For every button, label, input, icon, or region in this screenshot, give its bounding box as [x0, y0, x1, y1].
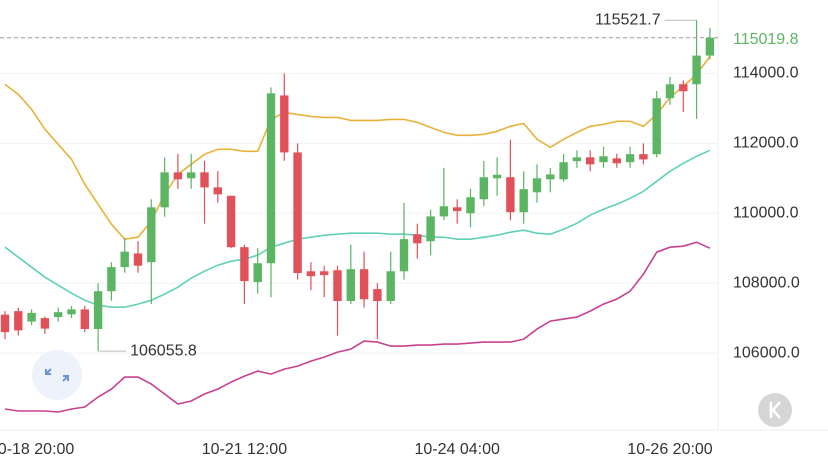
candle-body [399, 239, 409, 272]
candle-body [692, 55, 701, 85]
candle-body [27, 312, 36, 322]
candle-body [426, 216, 435, 242]
candle-body [107, 267, 116, 292]
candle-body [240, 247, 249, 282]
y-tick-label: 112000.0 [733, 135, 799, 152]
candle-body [612, 158, 621, 164]
candle-body [120, 251, 129, 268]
candle-body [479, 177, 488, 200]
candle-body [133, 253, 143, 266]
candle-body [532, 178, 542, 193]
x-tick-label: 10-21 12:00 [202, 441, 288, 458]
candle-body [187, 172, 196, 179]
candle-body [280, 95, 289, 153]
indicator-line [4, 149, 711, 308]
candle-body [386, 271, 395, 301]
candle-body [572, 157, 582, 162]
candle-body [40, 318, 50, 329]
candle-body [147, 207, 156, 263]
candle-body [253, 263, 262, 283]
y-tick-label: 106000.0 [733, 344, 800, 361]
y-tick-label: 114000.0 [733, 65, 799, 82]
candle-body [599, 156, 608, 163]
candle-body [546, 174, 555, 180]
candle-body [359, 269, 369, 300]
candle-body [586, 157, 595, 165]
candle-body [0, 314, 10, 333]
collapse-button[interactable] [758, 393, 792, 427]
candle-body [519, 189, 528, 213]
candle-body [439, 206, 449, 217]
candle-body [173, 172, 183, 180]
candle-body [346, 269, 355, 301]
candle-body [93, 291, 103, 329]
x-tick-label: 10-18 20:00 [0, 441, 74, 458]
candle-body [320, 271, 329, 276]
candle-body [200, 172, 209, 188]
candle-body [679, 84, 688, 92]
last-price-label: 115019.8 [733, 31, 799, 48]
low-label: 106055.8 [130, 342, 197, 359]
candle-body [160, 172, 169, 208]
y-tick-label: 108000.0 [733, 274, 800, 291]
candle-body [705, 37, 715, 56]
indicator-line [4, 55, 711, 241]
candle-body [665, 84, 675, 99]
candle-body [625, 154, 635, 163]
candle-body [652, 98, 661, 155]
candle-body [333, 270, 342, 301]
candle-body [213, 187, 222, 195]
candle-body [306, 271, 316, 277]
x-tick-label: 10-24 04:00 [414, 441, 500, 458]
candle-body [14, 311, 23, 331]
candle-body [54, 312, 63, 318]
candle-body [67, 309, 76, 315]
high-label: 115521.7 [595, 11, 661, 28]
candle-body [559, 162, 568, 180]
expand-button[interactable] [32, 350, 82, 400]
candle-body [373, 289, 382, 301]
candle-body [466, 197, 475, 214]
candle-body [492, 174, 502, 179]
indicator-line [4, 241, 711, 413]
candle-body [266, 93, 276, 264]
candle-body [639, 154, 648, 160]
candle-body [506, 177, 515, 213]
candle-body [413, 234, 422, 244]
candle-body [293, 152, 302, 274]
x-tick-label: 10-26 20:00 [627, 441, 713, 458]
candle-body [226, 195, 236, 248]
y-tick-label: 110000.0 [733, 204, 799, 221]
candle-body [80, 309, 89, 329]
candle-body [453, 207, 462, 212]
